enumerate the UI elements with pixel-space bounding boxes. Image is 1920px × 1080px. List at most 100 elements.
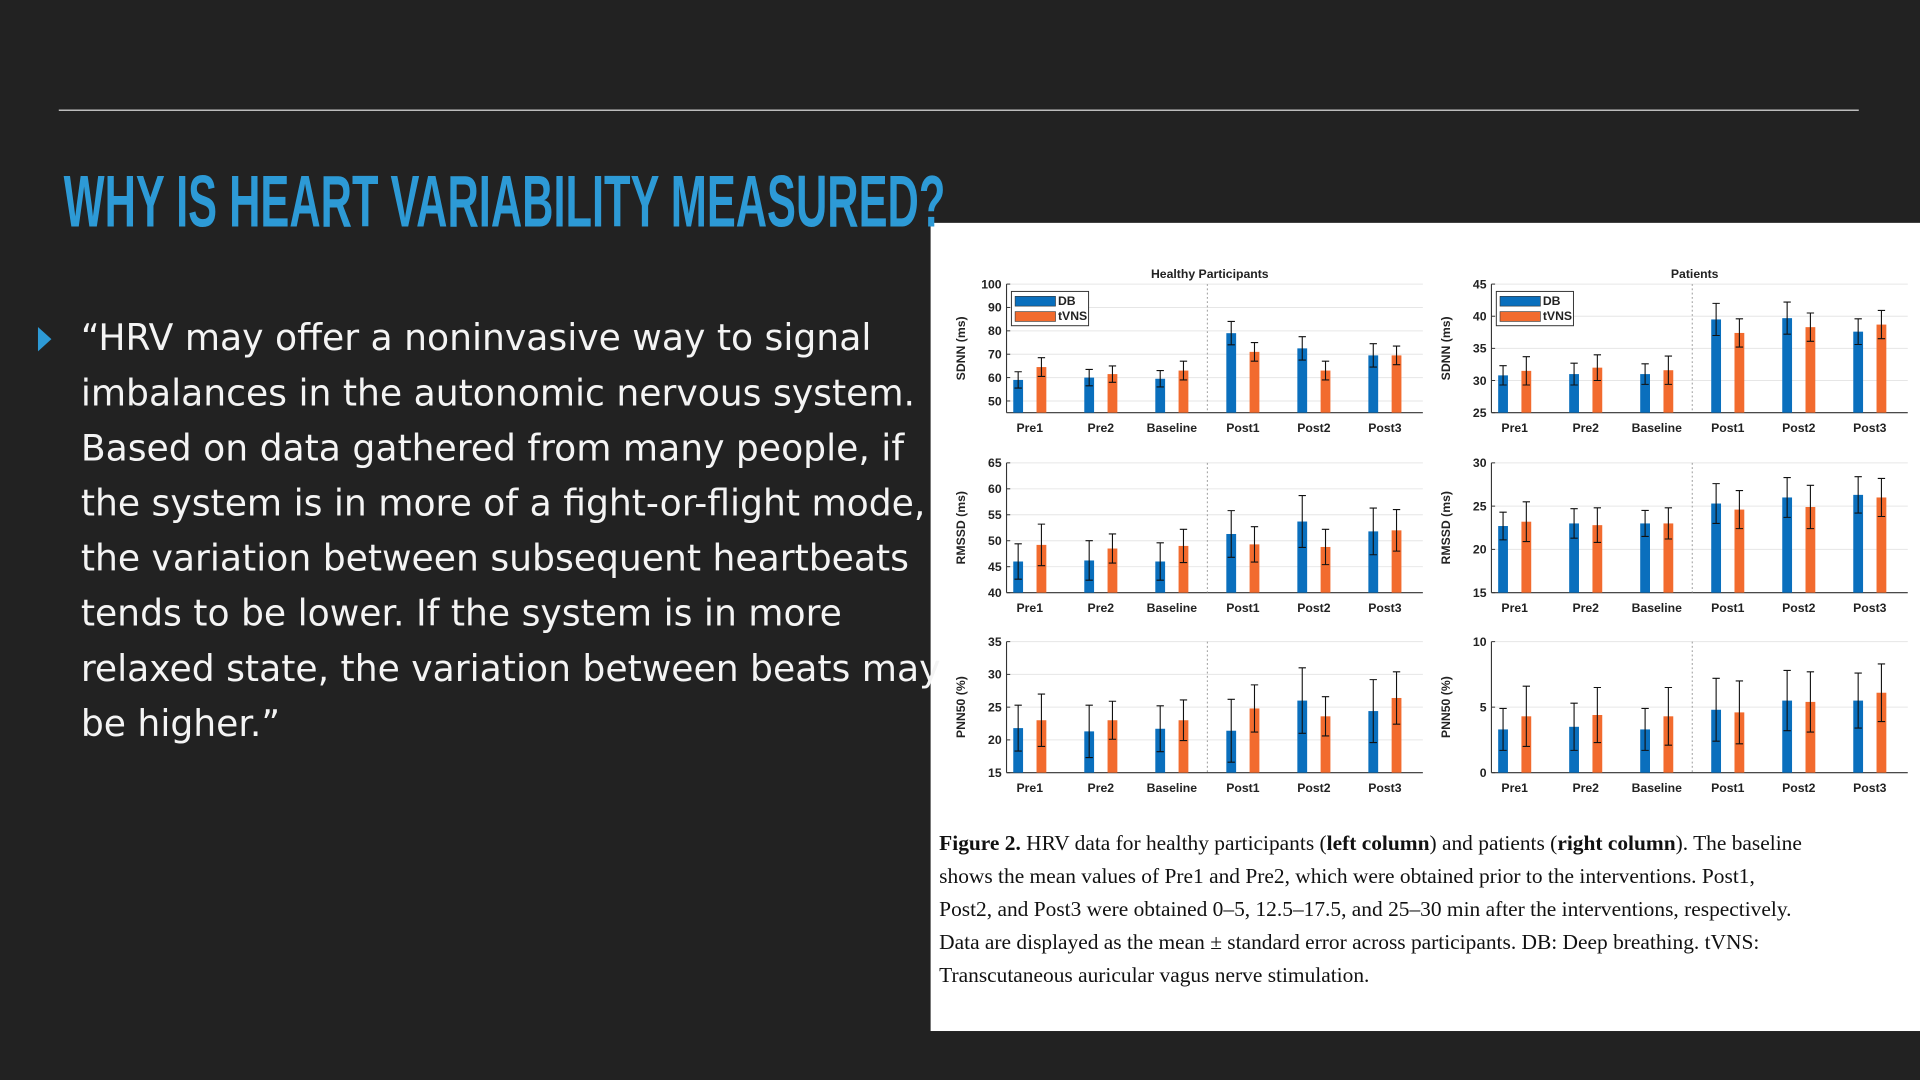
x-tick-label: Post2	[1297, 421, 1331, 435]
error-bar	[1179, 699, 1188, 742]
y-tick-label: 30	[1473, 456, 1487, 470]
y-tick-label: 30	[1473, 374, 1487, 388]
bar	[1178, 545, 1189, 593]
caption-run: Post2, and Post3 were obtained 0–5, 12.5…	[939, 897, 1791, 921]
bar	[1249, 351, 1260, 413]
legend-label: DB	[1058, 294, 1076, 308]
error-bar	[1085, 704, 1093, 759]
error-bar	[1877, 477, 1886, 518]
bullet-line: tends to be lower. If the system is in m…	[81, 592, 842, 635]
error-bar	[1783, 301, 1791, 335]
bar	[1876, 324, 1887, 413]
error-bar	[1108, 365, 1117, 383]
bar	[1569, 523, 1579, 593]
x-tick-label: Post1	[1226, 421, 1260, 435]
error-bar	[1227, 320, 1235, 346]
bar	[1226, 333, 1237, 413]
y-axis-label: PNN50 (%)	[1439, 676, 1453, 738]
legend-swatch	[1499, 311, 1541, 322]
bar	[1391, 355, 1402, 413]
x-tick-label: Post1	[1711, 601, 1745, 615]
bar	[1498, 375, 1508, 413]
y-tick-label: 60	[988, 371, 1002, 385]
bar	[1805, 701, 1816, 773]
bar	[1297, 700, 1308, 773]
error-bar	[1712, 677, 1720, 742]
x-tick-label: Baseline	[1147, 781, 1198, 795]
x-tick-label: Baseline	[1632, 421, 1683, 435]
chart: Healthy Participants SDNN (ms) 50 60 70 80 90 1…	[954, 267, 1423, 435]
error-bar	[1664, 507, 1673, 540]
y-tick-label: 25	[1473, 499, 1487, 513]
bar	[1663, 370, 1674, 413]
error-bar	[1085, 368, 1093, 387]
y-axis-label: PNN50 (%)	[954, 676, 968, 738]
bullet-arrow	[37, 326, 52, 352]
y-tick-label: 45	[988, 560, 1002, 574]
chart: RMSSD (ms) 15 20 25 30 Pre1 Pre2 Baseline Post1 P…	[1439, 456, 1908, 615]
error-bar	[1227, 698, 1235, 763]
error-bar	[1499, 707, 1507, 751]
caption-line: Figure 2. HRV data for healthy participa…	[939, 831, 1802, 855]
error-bar	[1369, 507, 1377, 556]
error-bar	[1156, 542, 1164, 581]
bar	[1297, 348, 1308, 413]
y-axis-label: RMSSD (ms)	[1439, 491, 1453, 564]
bar	[1711, 319, 1722, 413]
error-bar	[1854, 318, 1862, 346]
bar	[1592, 715, 1603, 773]
chart-title: Healthy Participants	[1151, 267, 1269, 281]
error-bar	[1522, 501, 1530, 543]
x-tick-label: Post2	[1782, 781, 1816, 795]
error-bar	[1854, 476, 1862, 514]
error-bar	[1037, 357, 1046, 377]
error-bar	[1156, 705, 1164, 753]
error-bar	[1641, 363, 1649, 385]
bar	[1368, 355, 1379, 413]
x-tick-label: Pre2	[1572, 781, 1599, 795]
x-tick-label: Post2	[1297, 601, 1331, 615]
error-bar	[1392, 509, 1401, 552]
caption-bold: Figure 2.	[939, 831, 1021, 855]
chart: PNN50 (%) 0 5 10 Pre1 Pre2 Baseline Post1 Post2 P…	[1439, 635, 1908, 795]
bullet-line: Based on data gathered from many people,…	[81, 426, 906, 469]
bar	[1084, 377, 1095, 413]
caption-bold: right column	[1557, 831, 1675, 855]
legend-swatch	[1499, 296, 1541, 307]
error-bar	[1227, 510, 1235, 558]
bar	[1711, 503, 1722, 593]
y-tick-label: 50	[988, 534, 1002, 548]
error-bar	[1877, 663, 1886, 723]
caption-run: Data are displayed as the mean ± standar…	[939, 930, 1759, 954]
error-bar	[1641, 509, 1649, 537]
error-bar	[1014, 704, 1022, 752]
bar	[1498, 729, 1508, 773]
error-bar	[1321, 528, 1330, 566]
bar	[1320, 546, 1331, 593]
error-bar	[1735, 489, 1744, 530]
error-bar	[1298, 336, 1306, 361]
bullet-line: relaxed state, the variation between bea…	[81, 647, 941, 690]
x-tick-label: Post2	[1297, 781, 1331, 795]
x-tick-label: Pre2	[1088, 781, 1115, 795]
x-tick-label: Pre1	[1501, 781, 1528, 795]
x-tick-label: Post2	[1782, 421, 1816, 435]
bar	[1178, 720, 1189, 773]
bar	[1320, 716, 1331, 773]
x-tick-label: Post1	[1226, 781, 1260, 795]
bar	[1782, 497, 1793, 593]
bar	[1734, 332, 1745, 413]
y-tick-label: 60	[988, 482, 1002, 496]
error-bar	[1593, 354, 1602, 382]
bar	[1155, 378, 1166, 413]
y-tick-label: 65	[988, 456, 1002, 470]
y-tick-label: 10	[1473, 635, 1487, 649]
bar	[1853, 700, 1864, 773]
bar	[1592, 525, 1603, 593]
caption-line: Transcutaneous auricular vagus nerve sti…	[939, 963, 1369, 987]
bar	[1734, 509, 1745, 593]
slide-title: WHY IS HEART VARIABILITY MEASURED?	[64, 160, 946, 243]
bar	[1498, 526, 1508, 593]
x-tick-label: Pre1	[1017, 421, 1044, 435]
